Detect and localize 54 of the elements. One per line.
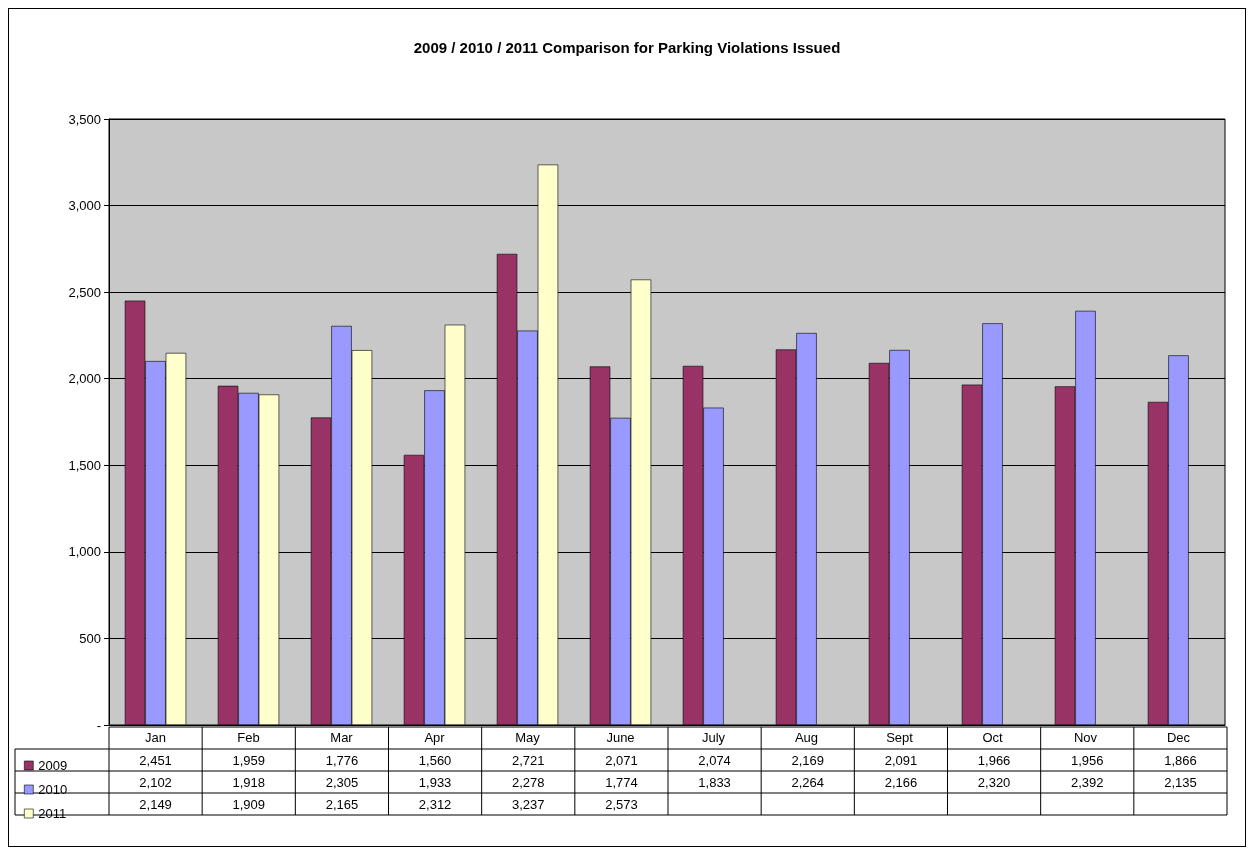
legend-label: 2009 xyxy=(38,758,68,773)
legend-label: 2011 xyxy=(38,806,67,821)
data-label: 1,560 xyxy=(418,752,452,768)
data-label: 1,933 xyxy=(418,774,452,790)
y-tick-label: 2,500 xyxy=(68,284,101,300)
data-label: 3,237 xyxy=(511,796,545,812)
data-label: 2,264 xyxy=(791,774,825,790)
data-label: 1,774 xyxy=(605,774,638,790)
data-label: 1,776 xyxy=(325,752,359,768)
data-label: 2,721 xyxy=(511,752,545,768)
data-label: 1,966 xyxy=(977,752,1011,768)
x-tick-label: Oct xyxy=(982,730,1003,745)
data-label: 2,166 xyxy=(884,774,918,790)
data-label: 1,918 xyxy=(232,774,266,790)
y-tick-label: 1,000 xyxy=(68,544,101,560)
data-label: 2,169 xyxy=(791,752,825,768)
x-tick-label: Aug xyxy=(794,730,819,745)
data-label: 1,866 xyxy=(1164,752,1197,768)
x-tick-label: Feb xyxy=(237,730,260,745)
data-label: 2,320 xyxy=(977,774,1011,790)
data-label: 2,135 xyxy=(1164,774,1197,790)
data-label: 2,149 xyxy=(139,796,172,812)
data-label: 2,074 xyxy=(698,752,731,768)
y-tick-label: 2,000 xyxy=(68,371,101,387)
data-label: 2,278 xyxy=(511,774,545,790)
x-tick-label: Mar xyxy=(330,730,354,745)
x-tick-label: Sept xyxy=(886,730,914,745)
data-label: 2,071 xyxy=(605,752,638,768)
data-label: 1,833 xyxy=(698,774,731,790)
y-tick-label: - xyxy=(96,717,101,733)
x-tick-label: Jan xyxy=(145,730,166,745)
y-tick-label: 500 xyxy=(79,630,101,646)
data-label: 2,165 xyxy=(325,796,359,812)
data-label: 2,305 xyxy=(325,774,359,790)
x-tick-label: July xyxy=(701,730,726,745)
chart-title: 2009 / 2010 / 2011 Comparison for Parking Violations Issued xyxy=(413,39,841,56)
x-tick-label: Dec xyxy=(1166,730,1191,745)
data-label: 2,451 xyxy=(139,752,172,768)
data-label: 2,102 xyxy=(139,774,172,790)
data-label: 2,091 xyxy=(884,752,918,768)
data-label: 1,909 xyxy=(232,796,266,812)
data-label: 2,392 xyxy=(1070,774,1104,790)
x-tick-label: May xyxy=(515,730,541,745)
data-label: 1,956 xyxy=(1070,752,1104,768)
y-tick-label: 3,500 xyxy=(68,111,101,127)
legend-label: 2010 xyxy=(38,782,68,797)
data-label: 1,959 xyxy=(232,752,266,768)
y-tick-label: 3,000 xyxy=(68,198,101,214)
x-tick-label: June xyxy=(606,730,635,745)
x-tick-label: Nov xyxy=(1073,730,1098,745)
data-label: 2,573 xyxy=(605,796,638,812)
y-tick-label: 1,500 xyxy=(68,457,101,473)
data-label: 2,312 xyxy=(418,796,452,812)
x-tick-label: Apr xyxy=(424,730,446,745)
